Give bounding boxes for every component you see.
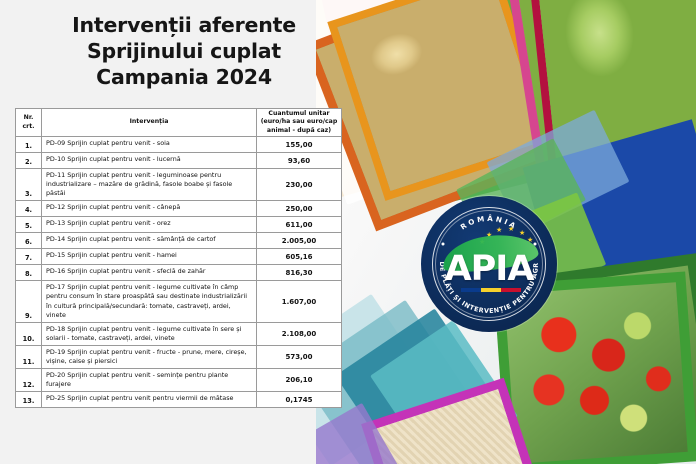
page-title: Intervenții aferente Sprijinului cuplat … [34, 12, 334, 91]
logo-ring-outer [432, 207, 546, 321]
row-intervention: PD-12 Sprijin cuplat pentru venit - câne… [41, 200, 257, 218]
row-number: 4. [15, 200, 42, 218]
row-intervention: PD-20 Sprijin cuplat pentru venit - semi… [41, 368, 257, 393]
row-number: 1. [15, 136, 42, 154]
table-row: 13. PD-25 Sprijin cuplat pentru venit pen… [15, 391, 342, 409]
apia-logo: ROMÂNIA AGENȚIA DE PLĂȚI ȘI INTERVENȚIE … [421, 196, 557, 332]
row-number: 7. [15, 248, 42, 266]
row-intervention: PD-15 Sprijin cuplat pentru venit - hame… [41, 248, 257, 266]
row-intervention: PD-11 Sprijin cuplat pentru venit - legu… [41, 168, 257, 202]
row-number: 5. [15, 216, 42, 234]
row-intervention: PD-19 Sprijin cuplat pentru venit - fruc… [41, 344, 257, 370]
table-row: 5. PD-13 Sprijin cuplat pentru venit - or… [15, 216, 342, 234]
table-row: 6. PD-14 Sprijin cuplat pentru venit - să… [15, 232, 342, 250]
row-number: 10. [15, 321, 42, 346]
row-amount: 816,30 [256, 264, 342, 282]
row-intervention: PD-17 Sprijin cuplat pentru venit - legu… [41, 280, 257, 323]
row-number: 6. [15, 232, 42, 250]
row-amount: 0,1745 [256, 391, 342, 409]
row-number: 11. [15, 344, 42, 370]
interventions-table-wrapper: Nr. crt. Intervenția Cuantumul unitar (e… [15, 107, 342, 409]
header-nr-line2: crt. [22, 122, 35, 130]
row-number: 12. [15, 368, 42, 393]
logo-ring-inner [435, 210, 543, 318]
row-amount: 93,60 [256, 152, 342, 170]
header-interventia: Intervenția [41, 107, 257, 138]
row-amount: 573,00 [256, 344, 342, 370]
row-number: 2. [15, 152, 42, 170]
table-row: 2. PD-10 Sprijin cuplat pentru venit - lu… [15, 152, 342, 170]
row-number: 13. [15, 391, 42, 409]
title-line-2: Sprijinului cuplat [86, 39, 282, 64]
title-line-1: Intervenții aferente [72, 13, 296, 37]
table-row: 1. PD-09 Sprijin cuplat pentru venit - so… [15, 136, 342, 154]
row-amount: 155,00 [256, 136, 342, 154]
row-amount: 206,10 [256, 368, 342, 393]
table-header-row: Nr. crt. Intervenția Cuantumul unitar (e… [15, 107, 342, 138]
table-row: 11. PD-19 Sprijin cuplat pentru venit - f… [15, 344, 342, 370]
flag-yellow [481, 288, 501, 292]
row-intervention: PD-14 Sprijin cuplat pentru venit - sămâ… [41, 232, 257, 250]
row-number: 8. [15, 264, 42, 282]
row-intervention: PD-16 Sprijin cuplat pentru venit - sfec… [41, 264, 257, 282]
header-cuantum-line2: (euro/ha sau euro/cap [260, 118, 338, 126]
row-number: 3. [15, 168, 42, 202]
header-nr-line1: Nr. [23, 114, 34, 122]
table-row: 7. PD-15 Sprijin cuplat pentru venit - ha… [15, 248, 342, 266]
row-amount: 250,00 [256, 200, 342, 218]
title-line-3: Campania 2024 [96, 65, 272, 90]
row-intervention: PD-13 Sprijin cuplat pentru venit - orez [41, 216, 257, 234]
row-amount: 2.005,00 [256, 232, 342, 250]
table-row: 4. PD-12 Sprijin cuplat pentru venit - câ… [15, 200, 342, 218]
row-intervention: PD-25 Sprijin cuplat pentru venit pentru… [41, 391, 257, 409]
header-cuantum: Cuantumul unitar (euro/ha sau euro/cap a… [256, 107, 342, 138]
header-nr-crt: Nr. crt. [15, 107, 42, 138]
header-cuantum-line3: animal - după caz) [266, 126, 332, 134]
interventions-table: Nr. crt. Intervenția Cuantumul unitar (e… [15, 107, 342, 409]
header-cuantum-line1: Cuantumul unitar [268, 110, 330, 117]
flag-blue [461, 288, 481, 292]
row-intervention: PD-18 Sprijin cuplat pentru venit - legu… [41, 321, 257, 346]
table-row: 3. PD-11 Sprijin cuplat pentru venit - le… [15, 168, 342, 202]
table-body: 1. PD-09 Sprijin cuplat pentru venit - so… [15, 136, 342, 409]
flag-red [501, 288, 521, 292]
row-number: 9. [15, 280, 42, 323]
romanian-flag-bar [461, 288, 521, 292]
table-row: 8. PD-16 Sprijin cuplat pentru venit - sf… [15, 264, 342, 282]
row-amount: 1.607,00 [256, 280, 342, 323]
table-row: 9. PD-17 Sprijin cuplat pentru venit - le… [15, 280, 342, 323]
logo-acronym: APIA [444, 249, 535, 289]
table-row: 12. PD-20 Sprijin cuplat pentru venit - s… [15, 368, 342, 393]
row-intervention: PD-09 Sprijin cuplat pentru venit - soia [41, 136, 257, 154]
row-amount: 605,16 [256, 248, 342, 266]
row-amount: 2.108,00 [256, 321, 342, 346]
row-amount: 611,00 [256, 216, 342, 234]
row-amount: 230,00 [256, 168, 342, 202]
table-row: 10. PD-18 Sprijin cuplat pentru venit - l… [15, 321, 342, 346]
row-intervention: PD-10 Sprijin cuplat pentru venit - luce… [41, 152, 257, 170]
